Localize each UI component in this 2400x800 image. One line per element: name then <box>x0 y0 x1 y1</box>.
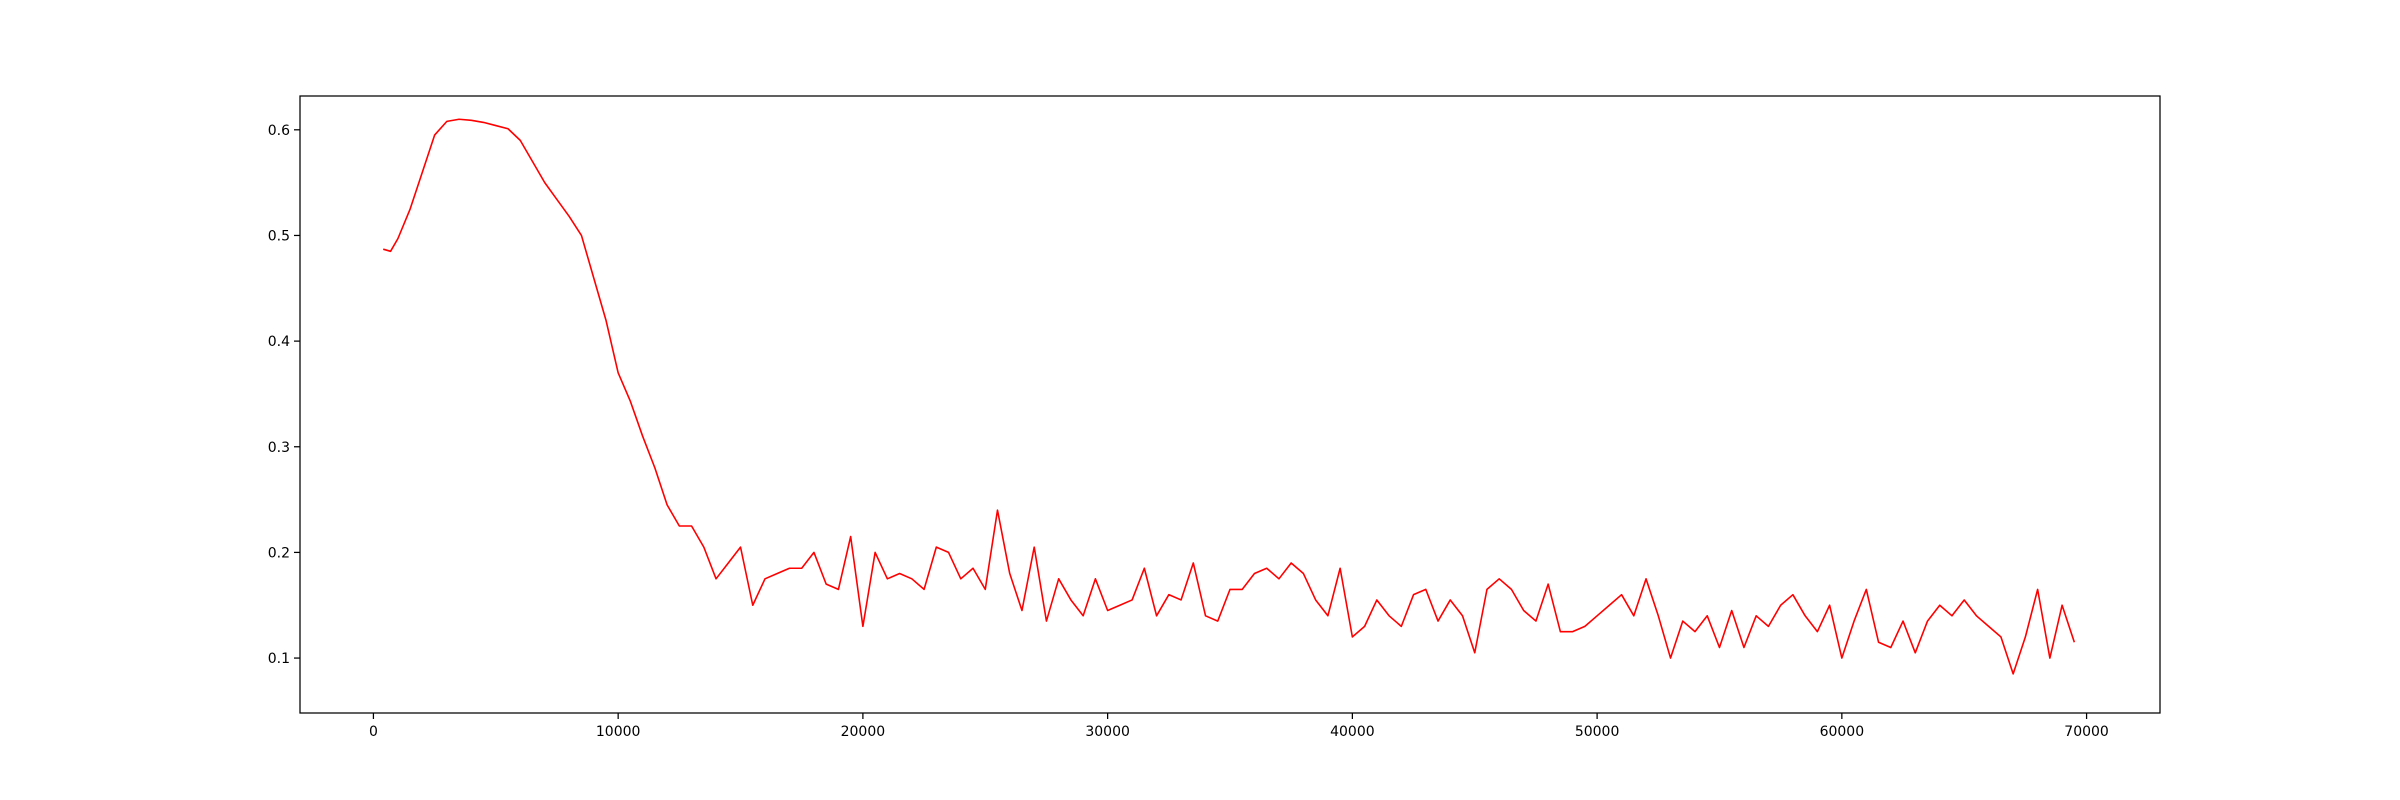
y-tick-label: 0.6 <box>268 123 290 139</box>
y-tick-label: 0.2 <box>268 545 290 561</box>
x-tick-label: 70000 <box>2064 724 2109 740</box>
y-tick-label: 0.5 <box>268 228 290 244</box>
y-tick-label: 0.3 <box>268 440 290 456</box>
x-tick-label: 0 <box>369 724 378 740</box>
y-tick-label: 0.1 <box>268 651 290 667</box>
y-tick-label: 0.4 <box>268 334 290 350</box>
x-tick-label: 30000 <box>1085 724 1130 740</box>
x-tick-label: 40000 <box>1330 724 1375 740</box>
series-layer <box>382 118 2076 675</box>
x-tick-label: 20000 <box>841 724 886 740</box>
x-axis: 0 10000 20000 30000 40000 50000 60000 70000 <box>369 713 2109 740</box>
x-tick-label: 10000 <box>596 724 641 740</box>
x-tick-label: 50000 <box>1575 724 1620 740</box>
y-axis: 0.1 0.2 0.3 0.4 0.5 0.6 <box>268 123 300 667</box>
plot-area-frame <box>299 95 2161 714</box>
x-tick-label: 60000 <box>1820 724 1865 740</box>
series-line-0 <box>382 118 2076 675</box>
